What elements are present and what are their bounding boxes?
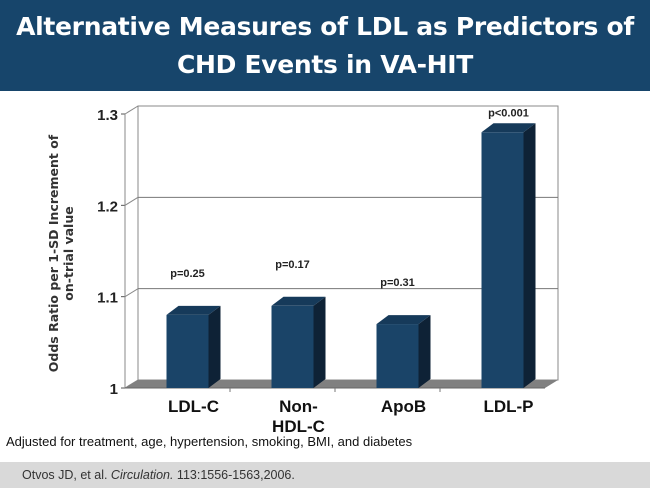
gridline-side [124,288,139,298]
data-label: p=0.17 [275,259,310,271]
gridline-side [124,196,139,206]
y-tick-label: 1.3 [97,107,118,124]
citation-footer: Otvos JD, et al. Circulation. 113:1556-1… [0,462,650,488]
bar-side [523,123,536,388]
x-category-label: HDL-C [272,417,325,436]
bar-side [208,305,221,388]
bar-side [418,315,431,388]
bar-top [481,123,536,133]
data-label: p=0.25 [170,268,205,280]
y-tick-label: 1.1 [97,290,118,307]
x-category-label: LDL-C [168,397,219,416]
bar-top [166,305,221,315]
bar-top [376,315,431,325]
slide-title-line-2: CHD Events in VA-HIT [176,50,474,79]
y-tick-label: 1.2 [97,198,118,215]
y-axis-label: on-trial value [61,206,76,300]
y-axis-label: Odds Ratio per 1-SD Increment of [46,134,61,372]
citation-journal: Circulation. [110,468,174,482]
x-category-label: LDL-P [483,397,533,416]
y-tick-label: 1 [110,381,118,398]
adjustment-note: Adjusted for treatment, age, hypertensio… [6,434,413,449]
bar-top [271,296,326,306]
gridline-side [124,105,139,115]
x-category-label: ApoB [381,397,426,416]
slide-header: Alternative Measures of LDL as Predictor… [0,0,650,91]
bar-apob [376,324,419,388]
bar-non-hdl-c [271,305,314,388]
chart-floor [125,380,558,388]
bar-ldl-c [166,314,209,388]
slide-title-line-1: Alternative Measures of LDL as Predictor… [16,12,634,41]
bar-chart: 1 1.1 1.2 1.3 p=0.25 LDL-C p=0.17 Non-HDL-C p=0.… [46,105,559,436]
x-category-label: Non- [279,397,318,416]
data-label: p<0.001 [488,107,529,119]
data-label: p=0.31 [380,277,415,289]
citation-details: 113:1556-1563,2006. [173,468,295,482]
citation-authors: Otvos JD, et al. [22,468,111,482]
bar-ldl-p [481,132,524,388]
bar-side [313,296,326,388]
